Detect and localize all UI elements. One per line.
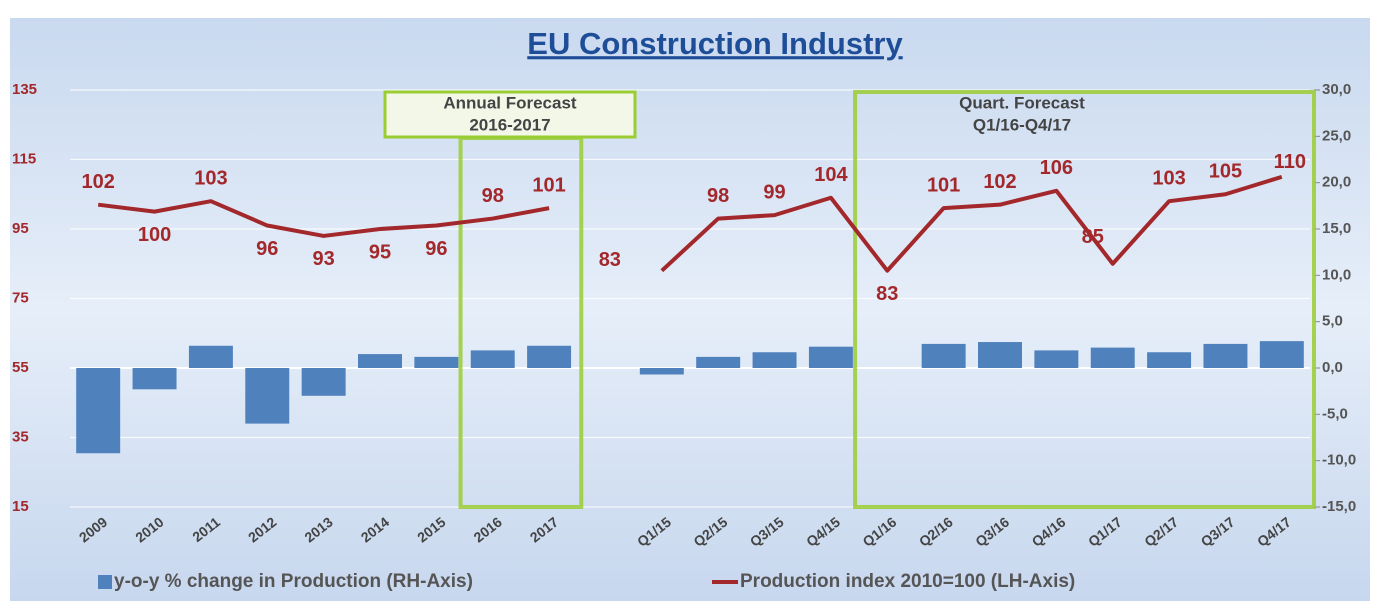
background xyxy=(10,18,1370,601)
data-label: 98 xyxy=(482,185,504,207)
data-label: 104 xyxy=(814,164,848,186)
data-label: 95 xyxy=(369,241,391,263)
bar xyxy=(188,345,233,368)
bar xyxy=(752,352,797,368)
data-label: 100 xyxy=(138,224,171,246)
annotation: Q1/16-Q4/17 xyxy=(973,115,1071,134)
y-tick-label: 55 xyxy=(12,359,29,376)
y2-tick-label: 5,0 xyxy=(1322,313,1343,330)
bar xyxy=(245,368,290,424)
bar xyxy=(470,350,515,368)
y2-tick-label: 25,0 xyxy=(1322,127,1351,144)
y2-tick-label: -15,0 xyxy=(1322,498,1356,515)
bar xyxy=(921,343,966,368)
y-tick-label: 35 xyxy=(12,428,29,445)
bar xyxy=(414,356,459,368)
chart-title: EU Construction Industry xyxy=(527,26,903,61)
y-tick-label: 15 xyxy=(12,498,29,515)
forecast-box xyxy=(853,90,1316,509)
y2-tick-label: 0,0 xyxy=(1322,359,1343,376)
bar xyxy=(808,346,853,368)
data-label: 93 xyxy=(313,248,335,270)
data-label: 101 xyxy=(532,174,565,196)
data-label: 102 xyxy=(81,171,114,193)
y-tick-label: 135 xyxy=(12,81,37,98)
legend-swatch xyxy=(98,575,112,589)
y2-tick-label: -5,0 xyxy=(1322,405,1348,422)
data-label: 83 xyxy=(599,249,621,271)
bar xyxy=(978,342,1022,368)
y2-tick-label: 30,0 xyxy=(1322,81,1351,98)
y2-tick-label: -10,0 xyxy=(1322,452,1356,469)
bar xyxy=(639,368,684,375)
legend-label: y-o-y % change in Production (RH-Axis) xyxy=(114,571,473,592)
data-label: 110 xyxy=(1274,151,1306,173)
y-tick-label: 75 xyxy=(12,289,29,306)
data-label: 105 xyxy=(1209,161,1242,183)
bar xyxy=(1203,343,1248,368)
bar xyxy=(76,368,121,454)
bar xyxy=(1259,341,1304,368)
data-label: 102 xyxy=(983,171,1016,193)
annotation-box xyxy=(383,90,637,139)
data-label: 83 xyxy=(876,283,898,305)
data-label: 101 xyxy=(927,174,960,196)
annotation: 2016-2017 xyxy=(469,115,550,134)
y2-tick-label: 10,0 xyxy=(1322,266,1351,283)
line xyxy=(97,174,1283,273)
y-tick-label: 115 xyxy=(12,150,36,167)
y2-tick-label: 15,0 xyxy=(1322,220,1351,237)
bar xyxy=(696,356,741,368)
y2-tick-label: 20,0 xyxy=(1322,174,1351,191)
bar xyxy=(358,354,402,368)
data-label: 98 xyxy=(707,185,729,207)
annotation: Quart. Forecast xyxy=(959,93,1085,112)
legend-label: Production index 2010=100 (LH-Axis) xyxy=(740,571,1075,592)
bar xyxy=(301,368,346,396)
bar xyxy=(1147,352,1192,368)
y-tick-label: 95 xyxy=(12,220,29,237)
data-label: 96 xyxy=(425,238,447,260)
data-label: 85 xyxy=(1082,226,1104,248)
bar xyxy=(132,368,177,390)
data-label: 96 xyxy=(256,238,278,260)
bar xyxy=(527,345,572,368)
bar xyxy=(1034,350,1079,368)
data-label: 99 xyxy=(763,181,785,203)
data-label: 103 xyxy=(194,167,227,189)
bar xyxy=(1090,347,1135,368)
annotation: Annual Forecast xyxy=(443,93,577,112)
data-label: 106 xyxy=(1040,157,1073,179)
data-label: 103 xyxy=(1152,167,1185,189)
